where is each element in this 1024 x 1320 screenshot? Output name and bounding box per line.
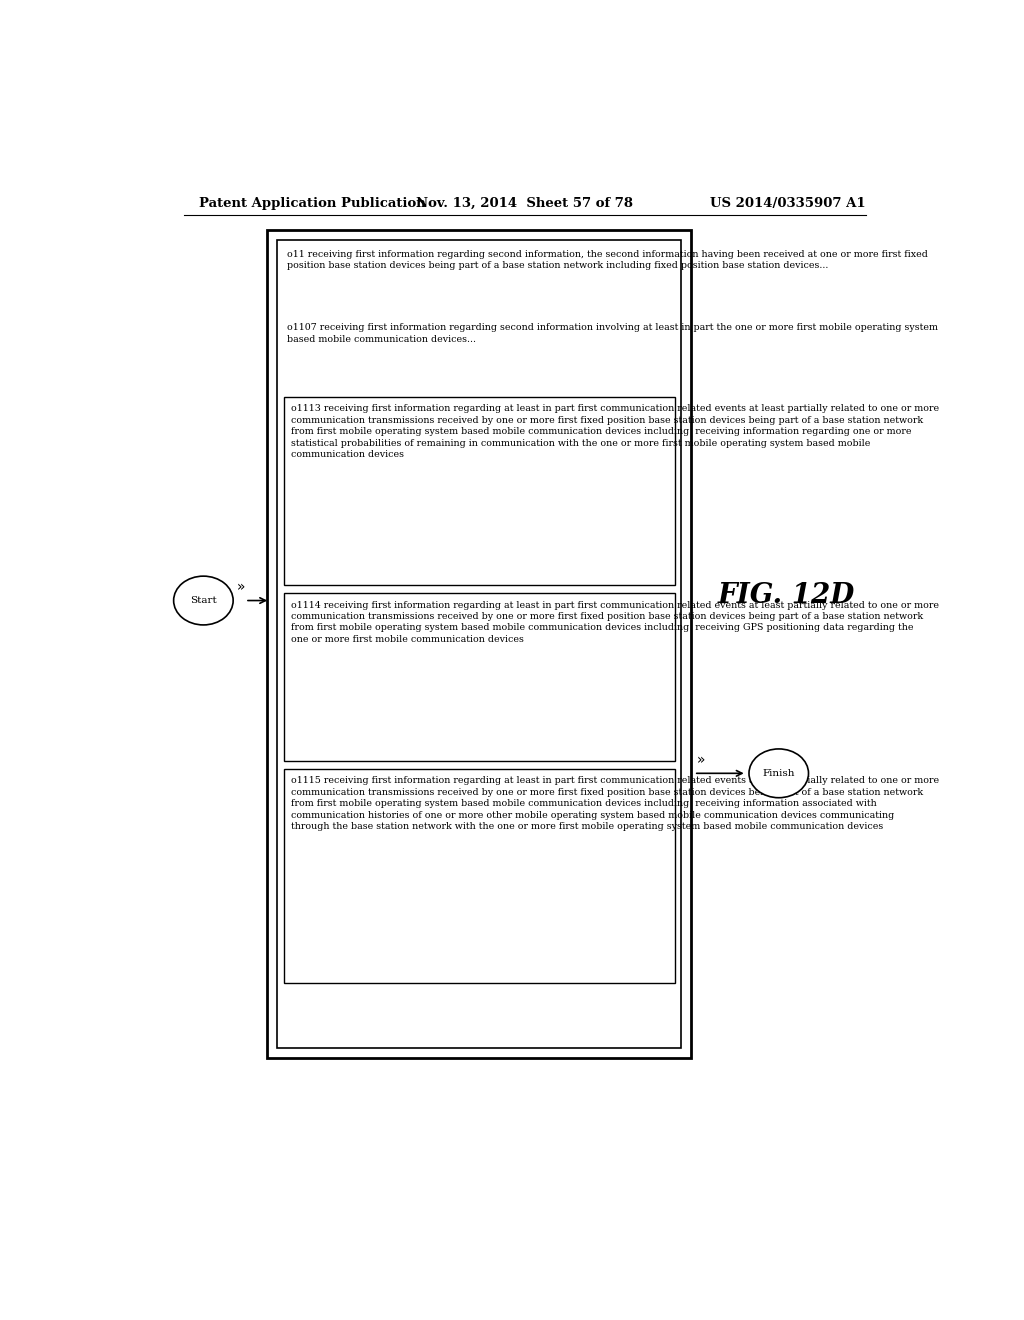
Text: o1115 receiving first information regarding at least in part first communication: o1115 receiving first information regard… [292,776,940,832]
Text: US 2014/0335907 A1: US 2014/0335907 A1 [711,197,866,210]
Ellipse shape [749,748,809,797]
Bar [284,594,675,762]
Ellipse shape [174,576,233,624]
Text: Start: Start [190,597,217,605]
Text: FIG. 12D: FIG. 12D [718,582,855,609]
Text: Finish: Finish [763,768,795,777]
Text: »: » [697,754,706,767]
Text: o1113 receiving first information regarding at least in part first communication: o1113 receiving first information regard… [292,404,940,459]
Bar [278,240,681,1048]
Text: Nov. 13, 2014  Sheet 57 of 78: Nov. 13, 2014 Sheet 57 of 78 [417,197,633,210]
Bar [284,770,675,982]
Text: Patent Application Publication: Patent Application Publication [200,197,426,210]
Bar [284,397,675,585]
Text: o1107 receiving first information regarding second information involving at leas: o1107 receiving first information regard… [287,323,938,343]
Bar [267,230,691,1057]
Text: o1114 receiving first information regarding at least in part first communication: o1114 receiving first information regard… [292,601,939,644]
Text: »: » [237,581,245,594]
Text: o11 receiving first information regarding second information, the second informa: o11 receiving first information regardin… [287,249,928,271]
